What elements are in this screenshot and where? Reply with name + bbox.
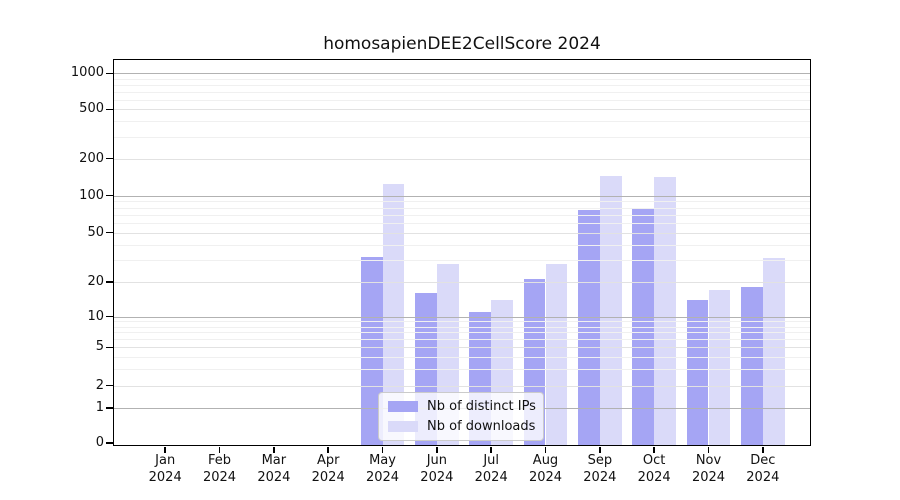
legend-swatch-distinct-ips-icon — [388, 401, 418, 412]
x-tick-label: Oct 2024 — [637, 453, 671, 485]
x-tick-label: Apr 2024 — [311, 453, 345, 485]
x-tick-label: Jul 2024 — [474, 453, 508, 485]
x-tick-label: Dec 2024 — [746, 453, 780, 485]
x-axis-tick — [436, 446, 438, 453]
x-axis-tick — [653, 446, 655, 453]
y-tick-label: 1000 — [70, 65, 104, 81]
y-tick-label: 5 — [95, 339, 104, 355]
x-tick-label: May 2024 — [365, 453, 400, 485]
legend-label-downloads: Nb of downloads — [427, 419, 536, 434]
y-tick-label: 50 — [87, 224, 104, 240]
x-axis-tick — [164, 446, 166, 453]
legend: Nb of distinct IPs Nb of downloads — [378, 392, 544, 441]
x-axis-tick — [544, 446, 547, 453]
x-tick-label: Jun 2024 — [420, 453, 454, 485]
y-tick-label: 100 — [79, 187, 104, 203]
x-tick-label: Aug 2024 — [528, 453, 563, 485]
x-axis-tick — [273, 446, 275, 453]
x-axis-tick — [707, 446, 710, 453]
y-tick-label: 0 — [95, 435, 104, 450]
legend-swatch-downloads-icon — [388, 421, 418, 432]
x-axis-tick — [218, 446, 221, 453]
plot-frame — [112, 58, 811, 446]
x-tick-label: Jan 2024 — [148, 453, 182, 485]
x-axis-tick — [327, 446, 329, 453]
y-tick-label: 1 — [95, 400, 104, 415]
x-tick-label: Sep 2024 — [583, 453, 617, 485]
x-axis-tick — [490, 446, 492, 453]
y-tick-label: 10 — [87, 308, 104, 324]
y-tick-label: 500 — [79, 101, 104, 117]
y-tick-label: 20 — [87, 274, 104, 289]
x-axis-tick — [381, 446, 384, 453]
y-tick-label: 2 — [95, 377, 104, 393]
legend-item-downloads: Nb of downloads — [388, 419, 536, 434]
chart-title: homosapienDEE2CellScore 2024 — [323, 34, 601, 54]
x-tick-label: Mar 2024 — [257, 453, 291, 485]
x-axis-tick — [599, 446, 601, 453]
legend-item-distinct-ips: Nb of distinct IPs — [388, 399, 536, 414]
x-tick-label: Feb 2024 — [202, 453, 237, 485]
x-tick-label: Nov 2024 — [691, 453, 726, 485]
y-tick-label: 200 — [79, 150, 104, 166]
x-axis-tick — [762, 446, 764, 453]
legend-label-distinct-ips: Nb of distinct IPs — [427, 399, 536, 414]
